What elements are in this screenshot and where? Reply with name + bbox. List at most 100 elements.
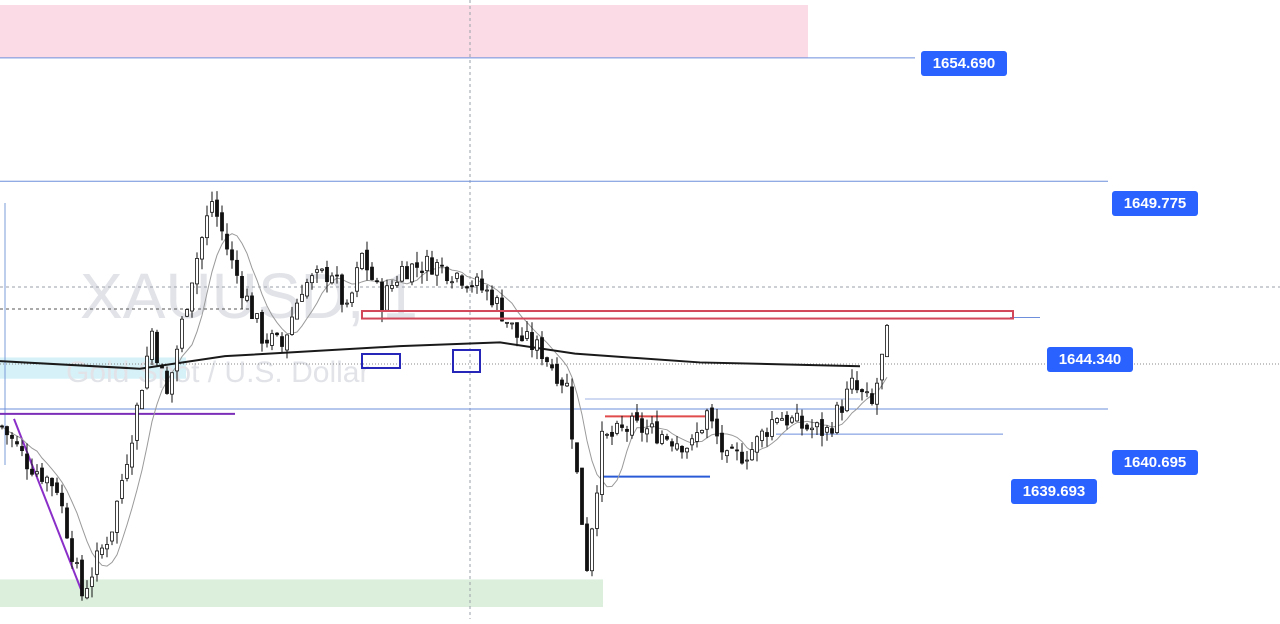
candle xyxy=(45,475,49,492)
long-moving-average xyxy=(0,341,861,370)
candle-body xyxy=(105,544,109,550)
candle xyxy=(610,425,614,446)
candle xyxy=(275,332,279,337)
candle-body xyxy=(385,285,389,311)
candle xyxy=(205,205,209,246)
candle-body xyxy=(435,262,439,276)
candle xyxy=(565,373,569,387)
candle-body xyxy=(615,422,619,434)
candle xyxy=(175,345,179,382)
candle-body xyxy=(355,267,359,292)
candle-body xyxy=(595,492,599,529)
price-label-text: 1644.340 xyxy=(1059,351,1122,368)
candle xyxy=(785,411,789,430)
candle xyxy=(530,322,534,358)
candle xyxy=(545,356,549,367)
candle xyxy=(600,421,604,503)
candle xyxy=(855,371,859,394)
candle xyxy=(250,292,254,320)
price-label-box xyxy=(1011,479,1097,504)
candle xyxy=(230,241,234,269)
candle-body xyxy=(765,432,769,437)
candle xyxy=(670,438,674,452)
price-label-box xyxy=(1112,191,1198,216)
candle xyxy=(370,262,374,281)
candle xyxy=(715,408,719,445)
candle-body xyxy=(345,302,349,305)
candle xyxy=(405,261,409,280)
candle-body xyxy=(380,281,384,312)
candle-body xyxy=(470,285,474,288)
candle-body xyxy=(90,576,94,587)
candle xyxy=(425,249,429,281)
candle-body xyxy=(295,302,299,320)
candle-body xyxy=(845,388,849,412)
candle xyxy=(245,288,249,303)
candle-body xyxy=(585,523,589,571)
candle-body xyxy=(170,372,174,395)
candle xyxy=(825,425,829,441)
candle-body xyxy=(200,237,204,260)
candle xyxy=(455,272,459,283)
candle-body xyxy=(685,447,689,453)
candle xyxy=(520,327,524,342)
candle xyxy=(345,299,349,308)
candle xyxy=(125,454,129,482)
candle xyxy=(415,251,419,278)
candle-body xyxy=(810,427,814,431)
candle xyxy=(410,263,414,286)
candle-body xyxy=(425,255,429,272)
candle xyxy=(580,467,584,525)
candle-body xyxy=(15,441,19,445)
candle xyxy=(720,424,724,460)
candle-body xyxy=(540,337,544,359)
candle-body xyxy=(525,331,529,339)
candle-body xyxy=(180,318,184,349)
candle-body xyxy=(650,423,654,428)
candle-body xyxy=(300,293,304,302)
candle xyxy=(765,427,769,447)
candle-body xyxy=(110,531,114,542)
candle-body xyxy=(520,335,524,342)
candle xyxy=(330,272,334,285)
candle xyxy=(320,268,324,273)
candle-body xyxy=(220,212,224,232)
candle-body xyxy=(630,415,634,436)
candle xyxy=(200,236,204,270)
candle xyxy=(195,252,199,295)
candle-body xyxy=(570,386,574,440)
candle-body xyxy=(465,286,469,289)
candle xyxy=(640,412,644,442)
candle-body xyxy=(415,262,419,268)
candle xyxy=(310,273,314,290)
candle-body xyxy=(490,289,494,306)
candle-body xyxy=(120,480,124,499)
candle xyxy=(465,285,469,293)
candle-body xyxy=(480,278,484,291)
candle xyxy=(495,295,499,312)
candle xyxy=(155,329,159,367)
candle xyxy=(620,415,624,432)
candle xyxy=(365,241,369,281)
candle xyxy=(50,477,54,497)
candle-body xyxy=(475,276,479,286)
candle-body xyxy=(245,295,249,301)
candle-body xyxy=(865,391,869,394)
candle xyxy=(20,440,24,457)
candle xyxy=(55,477,59,496)
candle-body xyxy=(710,407,714,422)
candle xyxy=(500,289,504,322)
candle-body xyxy=(880,353,884,381)
candle-body xyxy=(100,547,104,555)
candle-body xyxy=(405,266,409,280)
candle xyxy=(780,411,784,421)
candle xyxy=(845,381,849,413)
candle-body xyxy=(370,266,374,280)
candle-body xyxy=(55,482,59,493)
candle xyxy=(85,580,89,600)
candle-body xyxy=(820,419,824,436)
candle-body xyxy=(840,406,844,413)
candle xyxy=(315,265,319,283)
